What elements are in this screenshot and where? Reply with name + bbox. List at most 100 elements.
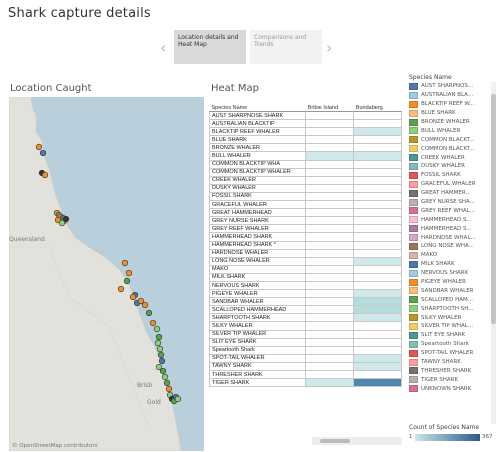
table-row[interactable]: SILVER TIP WHALER <box>209 329 402 339</box>
heat-cell[interactable] <box>305 289 355 299</box>
legend-item[interactable]: BLACKTIP REEF W... <box>409 100 489 109</box>
heat-cell[interactable] <box>305 110 355 121</box>
heat-cell[interactable] <box>353 345 402 355</box>
legend-item[interactable]: BLUE SHARK <box>409 109 489 118</box>
heat-cell[interactable] <box>305 329 355 339</box>
capture-point[interactable] <box>145 309 153 317</box>
capture-point[interactable] <box>157 351 165 359</box>
capture-point[interactable] <box>155 363 163 371</box>
heat-cell[interactable] <box>353 337 402 347</box>
capture-point[interactable] <box>154 339 162 347</box>
table-row[interactable]: LONG NOSE WHALER <box>209 256 402 266</box>
table-row[interactable]: THRESHER SHARK <box>209 369 402 380</box>
table-row[interactable]: TIGER SHARK <box>209 378 402 388</box>
table-row[interactable]: NERVOUS SHARK <box>209 280 402 291</box>
legend-item[interactable]: THRESHER SHARK <box>409 367 489 376</box>
heat-cell[interactable] <box>353 232 402 242</box>
table-row[interactable]: GRACEFUL WHALER <box>209 200 402 210</box>
legend-item[interactable]: COMMON BLACKT... <box>409 135 489 144</box>
heat-cell[interactable] <box>353 289 402 299</box>
chevron-right-icon[interactable]: › <box>326 38 333 57</box>
legend-scrollbar[interactable] <box>491 82 496 424</box>
story-point-comparisons[interactable]: Comparisons and Trends <box>250 30 322 64</box>
table-row[interactable]: SCALLOPED HAMMERHEAD <box>209 305 402 315</box>
table-row[interactable]: PIGEYE WHALER <box>209 289 402 299</box>
heat-cell[interactable] <box>353 127 402 137</box>
legend-item[interactable]: MAKO <box>409 251 489 260</box>
heat-cell[interactable] <box>305 232 355 242</box>
capture-point[interactable] <box>121 259 129 267</box>
table-row[interactable]: GREY REEF WHALER <box>209 224 402 234</box>
table-row[interactable]: AUST SHARPNOSE SHARK <box>209 110 402 121</box>
table-row[interactable]: CREEK WHALER <box>209 175 402 185</box>
story-point-location-details[interactable]: Location details and Heat Map <box>174 30 246 64</box>
heat-cell[interactable] <box>305 200 355 210</box>
capture-point[interactable] <box>156 345 164 353</box>
heat-cell[interactable] <box>305 369 355 380</box>
legend-item[interactable]: FOSSIL SHARK <box>409 171 489 180</box>
legend-item[interactable]: BULL WHALER <box>409 126 489 135</box>
capture-point[interactable] <box>125 269 133 277</box>
legend-item[interactable]: CREEK WHALER <box>409 153 489 162</box>
heat-cell[interactable] <box>353 143 402 153</box>
table-row[interactable]: BULL WHALER <box>209 151 402 161</box>
legend-item[interactable]: Speartooth Shark <box>409 340 489 349</box>
heat-cell[interactable] <box>353 378 402 388</box>
heat-cell[interactable] <box>353 361 402 372</box>
heat-cell[interactable] <box>305 175 355 185</box>
legend-item[interactable]: LONG NOSE WHA... <box>409 242 489 251</box>
heat-cell[interactable] <box>305 183 355 193</box>
heat-cell[interactable] <box>305 272 355 282</box>
heat-cell[interactable] <box>305 256 355 266</box>
table-row[interactable]: MAKO <box>209 264 402 274</box>
table-row[interactable]: MILK SHARK <box>209 272 402 282</box>
legend-item[interactable]: SLIT EYE SHARK <box>409 331 489 340</box>
table-row[interactable]: Speartooth Shark <box>209 345 402 355</box>
scrollbar-thumb[interactable] <box>491 94 496 324</box>
heat-cell[interactable] <box>353 151 402 161</box>
capture-point[interactable] <box>163 379 171 387</box>
heat-cell[interactable] <box>305 280 355 291</box>
heat-cell[interactable] <box>353 305 402 315</box>
heat-cell[interactable] <box>305 361 355 372</box>
legend-item[interactable]: GRACEFUL WHALER <box>409 180 489 189</box>
capture-point[interactable] <box>153 325 161 333</box>
heat-cell[interactable] <box>305 135 355 145</box>
table-row[interactable]: GREAT HAMMERHEAD <box>209 208 402 218</box>
legend-item[interactable]: SPOT-TAIL WHALER <box>409 349 489 358</box>
table-row[interactable]: SILKY WHALER <box>209 321 402 331</box>
heat-cell[interactable] <box>305 127 355 137</box>
heat-cell[interactable] <box>353 256 402 266</box>
legend-item[interactable]: DUSKY WHALER <box>409 162 489 171</box>
heat-cell[interactable] <box>305 248 355 258</box>
legend-item[interactable]: HAMMERHEAD S... <box>409 215 489 224</box>
capture-point[interactable] <box>39 149 47 157</box>
heat-cell[interactable] <box>353 313 402 323</box>
table-row[interactable]: COMMON BLACKTIP WHA <box>209 159 402 169</box>
heat-cell[interactable] <box>353 264 402 274</box>
heat-cell[interactable] <box>305 119 355 129</box>
table-row[interactable]: HAMMERHEAD SHARK <box>209 232 402 242</box>
heat-cell[interactable] <box>305 159 355 169</box>
table-row[interactable]: SLIT EYE SHARK <box>209 337 402 347</box>
legend-item[interactable]: SILKY WHALER <box>409 313 489 322</box>
capture-point[interactable] <box>149 319 157 327</box>
table-row[interactable]: SHARPTOOTH SHARK <box>209 313 402 323</box>
heat-cell[interactable] <box>353 175 402 185</box>
heat-cell[interactable] <box>353 208 402 218</box>
capture-point[interactable] <box>141 301 149 309</box>
heat-cell[interactable] <box>305 321 355 331</box>
capture-point[interactable] <box>174 395 182 403</box>
legend-item[interactable]: SANDBAR WHALER <box>409 286 489 295</box>
heat-cell[interactable] <box>305 224 355 234</box>
heat-cell[interactable] <box>305 143 355 153</box>
heat-cell[interactable] <box>353 248 402 258</box>
legend-item[interactable]: SHARPTOOTH SH... <box>409 304 489 313</box>
heat-cell[interactable] <box>305 208 355 218</box>
table-row[interactable]: BLACKTIP REEF WHALER <box>209 127 402 137</box>
heat-cell[interactable] <box>305 378 355 388</box>
heat-cell[interactable] <box>305 151 355 161</box>
heat-cell[interactable] <box>353 159 402 169</box>
table-row[interactable]: HAMMERHEAD SHARK * <box>209 240 402 250</box>
capture-point[interactable] <box>123 277 131 285</box>
